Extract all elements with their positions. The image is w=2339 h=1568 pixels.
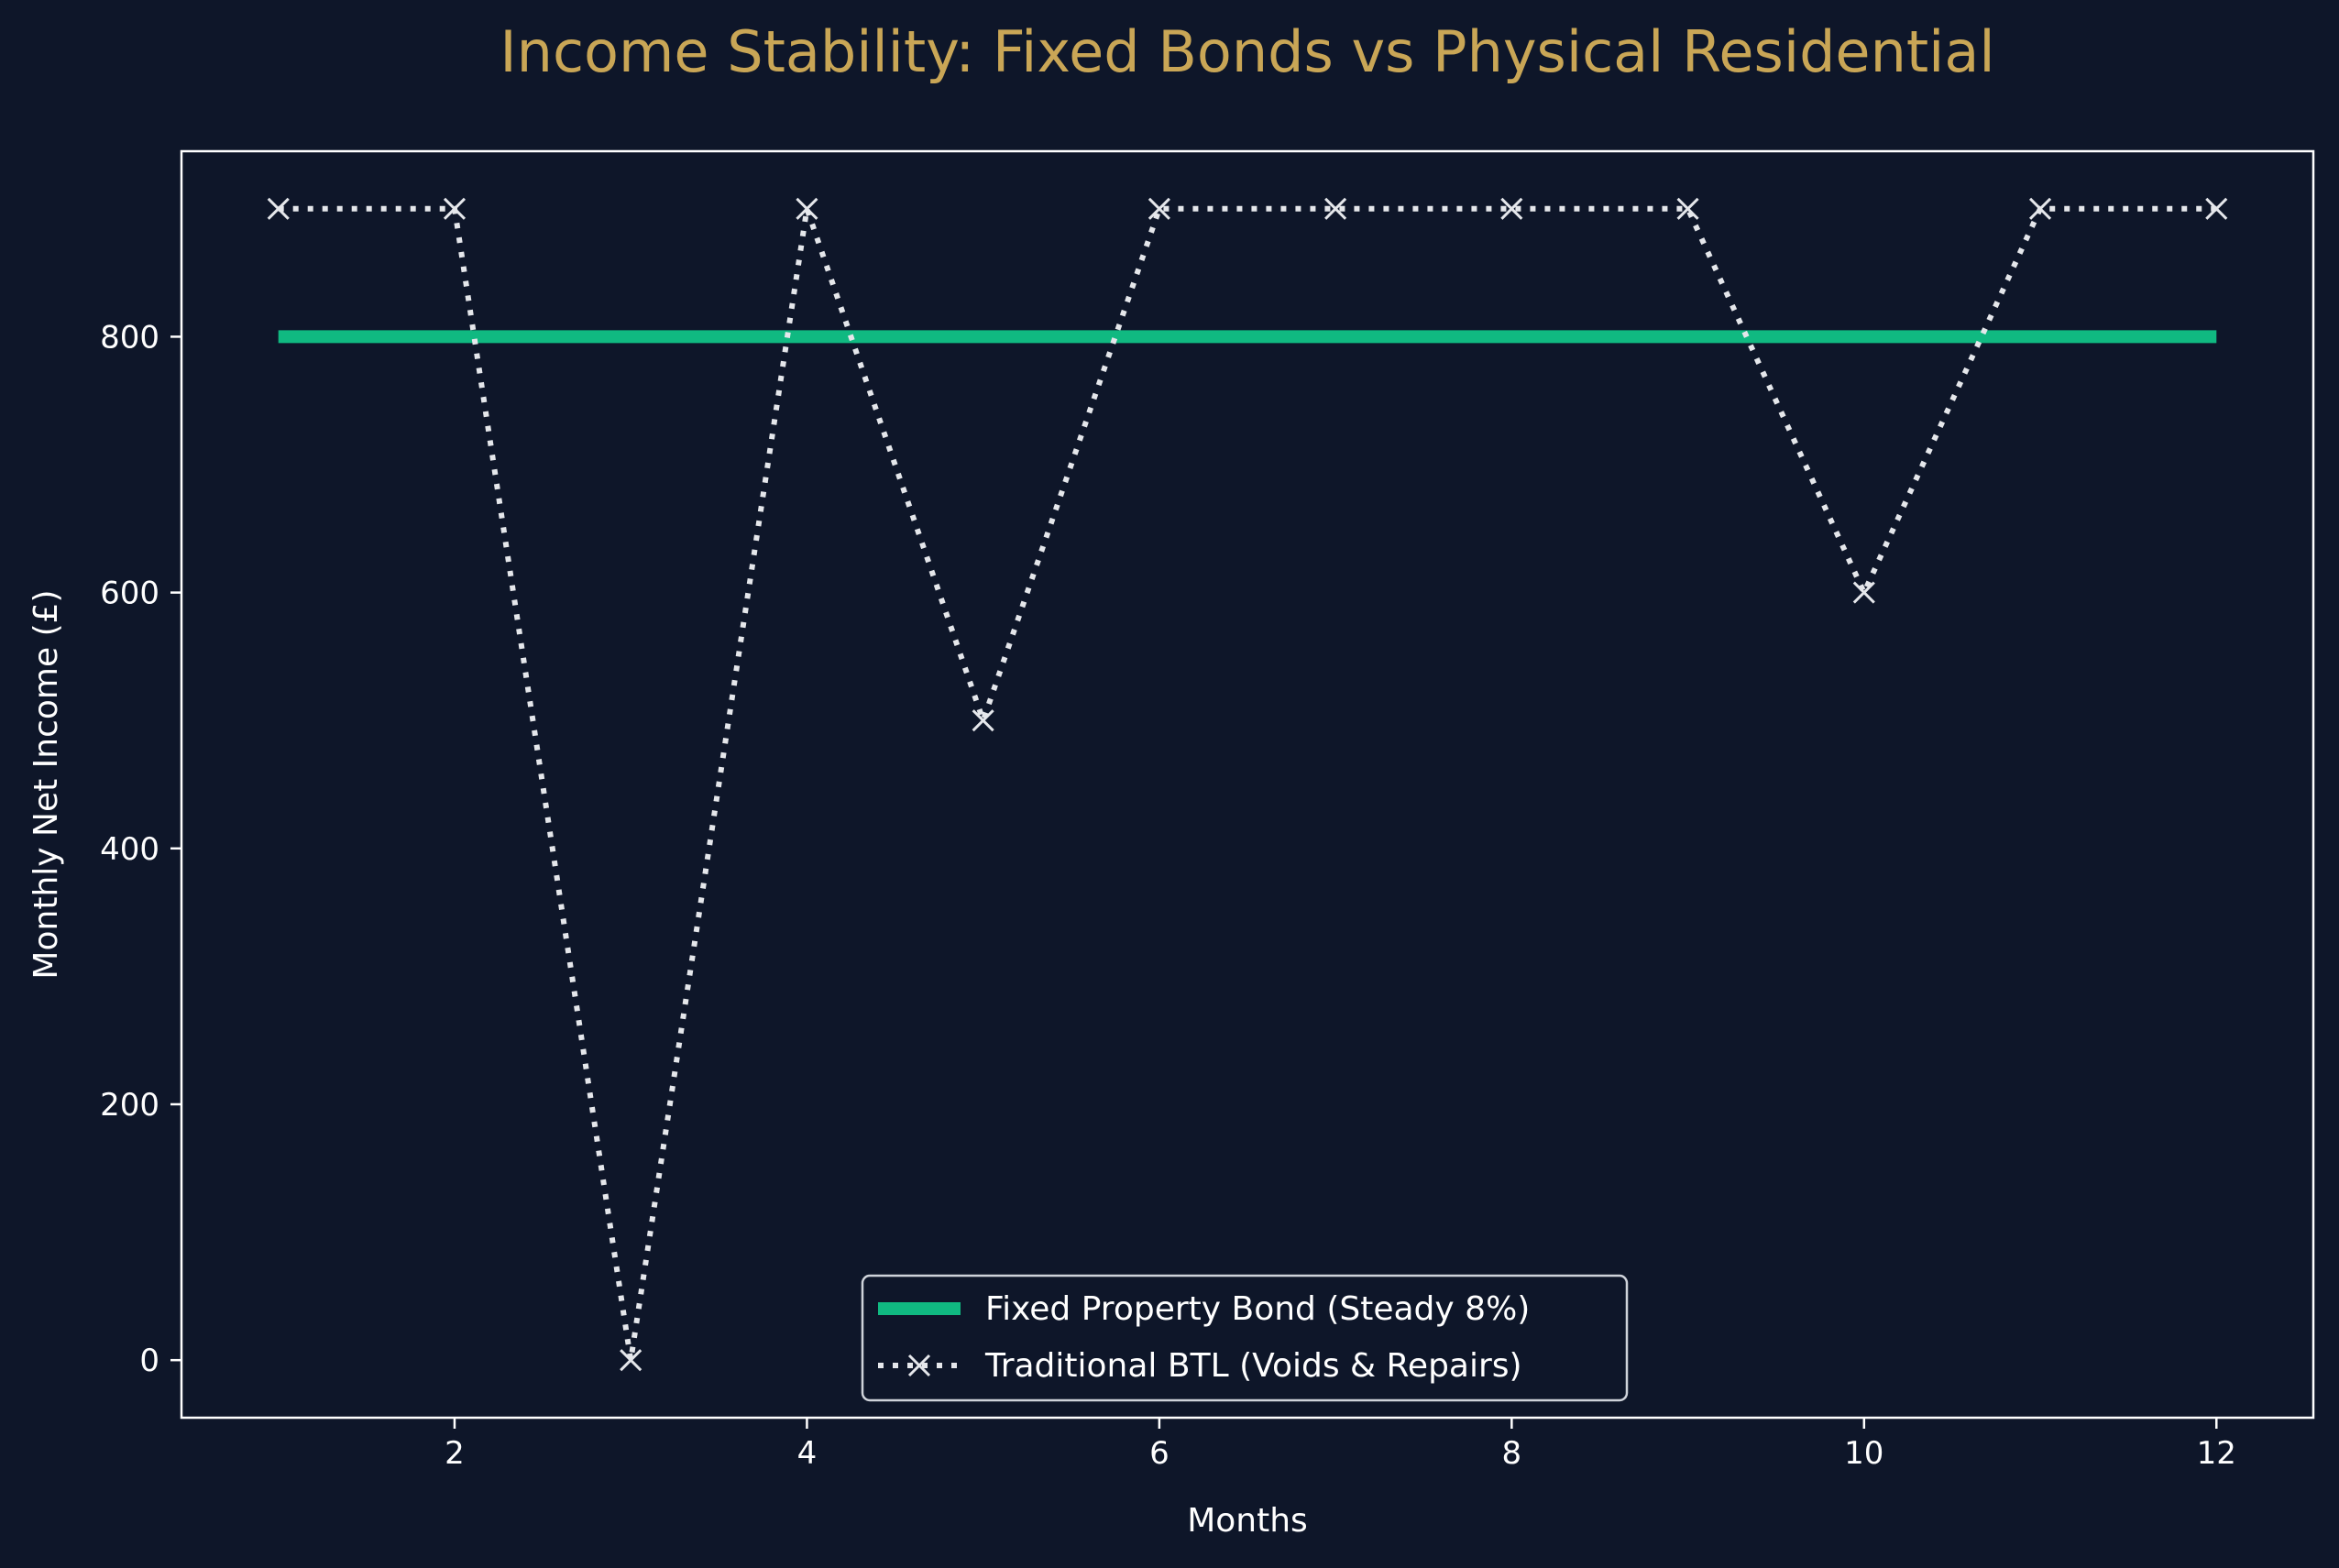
data-point-marker bbox=[796, 197, 818, 220]
y-tick-label: 600 bbox=[100, 576, 159, 612]
plot-area bbox=[180, 149, 2315, 1420]
legend-x-marker bbox=[907, 1354, 931, 1377]
legend: Fixed Property Bond (Steady 8%) Traditio… bbox=[861, 1274, 1629, 1402]
series-line-traditional-btl bbox=[278, 205, 2217, 1361]
y-tick-label: 200 bbox=[100, 1087, 159, 1124]
x-axis: 2 4 6 8 10 12 bbox=[445, 1418, 2236, 1472]
legend-label-traditional-btl: Traditional BTL (Voids & Repairs) bbox=[984, 1347, 1522, 1385]
data-point-marker bbox=[2028, 197, 2052, 220]
data-point-marker bbox=[1852, 581, 1875, 604]
data-point-marker bbox=[620, 1349, 642, 1372]
series-layer bbox=[267, 197, 2228, 1372]
legend-marker-traditional-btl bbox=[907, 1354, 931, 1377]
data-point-marker bbox=[1676, 197, 1699, 220]
y-axis: 0 200 400 600 800 bbox=[100, 319, 181, 1379]
data-point-marker bbox=[1500, 197, 1523, 220]
x-tick-label: 10 bbox=[1844, 1435, 1883, 1472]
legend-box bbox=[861, 1274, 1629, 1402]
data-point-marker bbox=[443, 197, 467, 220]
x-tick-label: 2 bbox=[445, 1435, 465, 1472]
data-point-marker bbox=[2205, 197, 2228, 220]
data-point-marker bbox=[972, 709, 994, 732]
x-tick-label: 8 bbox=[1502, 1435, 1522, 1472]
x-tick-label: 12 bbox=[2197, 1435, 2236, 1472]
y-axis-label: Monthly Net Income (£) bbox=[27, 589, 65, 979]
x-tick-label: 4 bbox=[797, 1435, 818, 1472]
x-tick-label: 6 bbox=[1149, 1435, 1170, 1472]
y-tick-label: 400 bbox=[100, 831, 159, 868]
y-tick-label: 0 bbox=[139, 1343, 159, 1379]
legend-label-fixed-bond: Fixed Property Bond (Steady 8%) bbox=[985, 1290, 1530, 1328]
data-point-marker bbox=[1324, 197, 1347, 220]
data-point-marker bbox=[267, 197, 290, 220]
y-tick-label: 800 bbox=[100, 319, 159, 356]
chart-title: Income Stability: Fixed Bonds vs Physica… bbox=[500, 18, 1994, 85]
data-point-marker bbox=[1148, 197, 1170, 220]
x-axis-label: Months bbox=[1187, 1502, 1308, 1540]
